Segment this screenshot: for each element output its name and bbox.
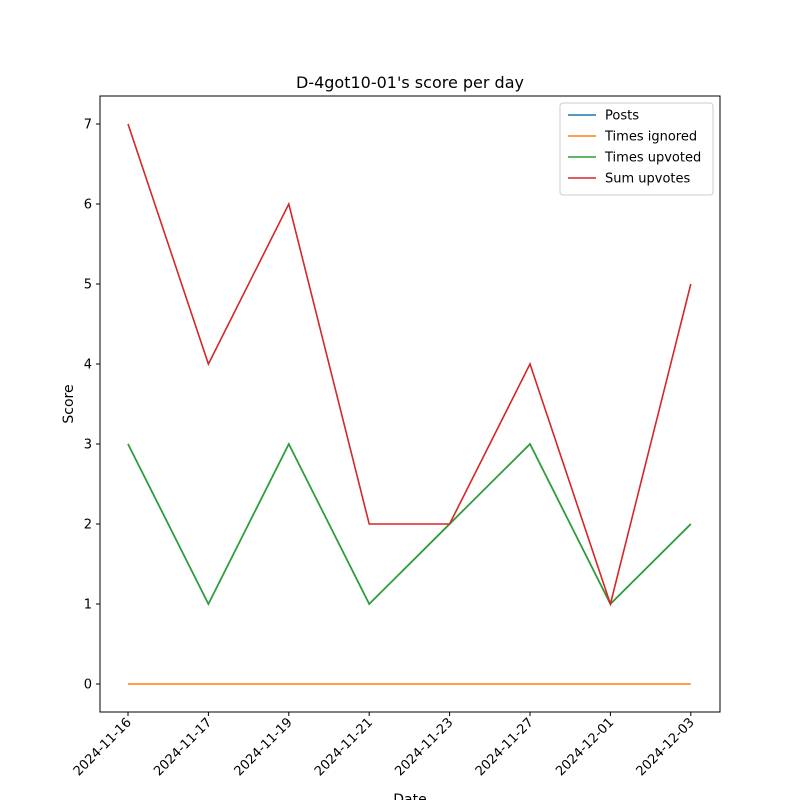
legend: Posts Times ignored Times upvoted Sum upvot… — [559, 102, 714, 196]
plot-frame — [99, 95, 721, 713]
x-tick-label: 2024-11-27 — [473, 715, 537, 779]
y-tick-label: 2 — [84, 518, 92, 533]
x-tick-label: 2024-11-21 — [312, 715, 376, 779]
y-axis-label: Score — [61, 384, 77, 423]
x-tick-label: 2024-11-19 — [232, 715, 296, 779]
legend-box — [559, 102, 714, 196]
y-tick-label: 7 — [84, 118, 92, 133]
x-tick-label: 2024-11-17 — [151, 715, 215, 779]
legend-entry: Posts — [605, 109, 639, 124]
x-tick-label: 2024-11-23 — [392, 715, 456, 779]
series-layer — [127, 123, 692, 685]
y-tick-label: 4 — [84, 358, 92, 373]
x-axis-label: Date — [393, 792, 426, 800]
x-axis: 2024-11-16 2024-11-17 2024-11-19 2024-11-21… — [71, 712, 698, 779]
chart-title: D-4got10-01's score per day — [296, 73, 524, 92]
y-tick-label: 0 — [84, 678, 92, 693]
y-tick-label: 6 — [84, 198, 92, 213]
x-tick-label: 2024-11-16 — [71, 715, 135, 779]
legend-entry: Times ignored — [604, 130, 697, 145]
y-tick-label: 1 — [84, 598, 92, 613]
series-line-sum-upvotes — [127, 123, 692, 607]
y-tick-label: 5 — [84, 278, 92, 293]
x-tick-label: 2024-12-03 — [634, 715, 698, 779]
y-axis: 0 1 2 3 4 5 6 7 — [84, 118, 100, 693]
x-tick-label: 2024-12-01 — [553, 715, 617, 779]
legend-entry: Sum upvotes — [605, 172, 691, 187]
series-line-times-upvoted — [127, 442, 692, 606]
legend-entry: Times upvoted — [604, 151, 701, 166]
y-tick-label: 3 — [84, 438, 92, 453]
